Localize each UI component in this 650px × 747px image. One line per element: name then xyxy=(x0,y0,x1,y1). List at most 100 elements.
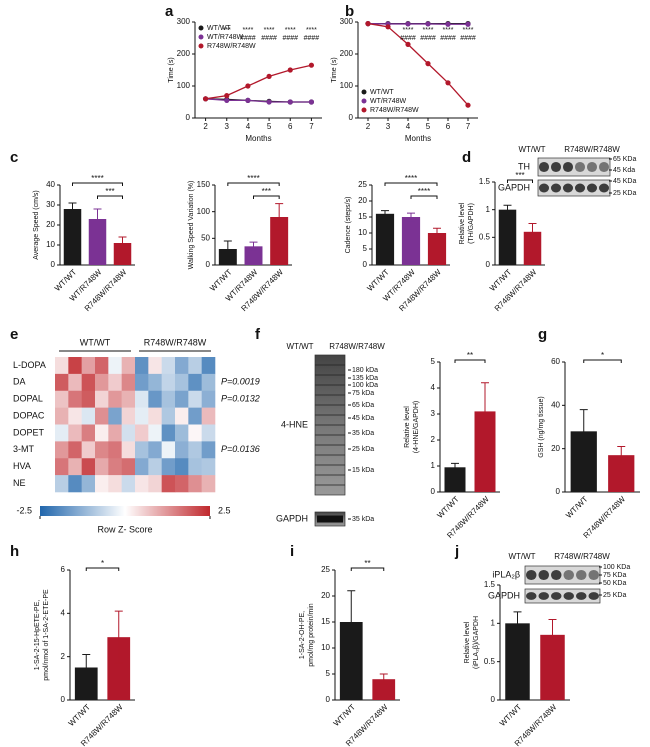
colorbar-tick-label: -2.5 xyxy=(16,505,32,515)
significance-bracket xyxy=(72,182,123,186)
data-point xyxy=(425,61,431,67)
x-tick-label: 6 xyxy=(446,122,451,131)
data-point xyxy=(287,67,293,73)
data-point xyxy=(465,21,471,27)
heatmap-cell xyxy=(68,390,82,408)
blot-band xyxy=(526,592,537,600)
significance-label: #### xyxy=(304,35,320,42)
significance-bracket xyxy=(253,195,280,199)
heatmap-cell xyxy=(161,407,176,425)
blot-band xyxy=(598,183,610,193)
blot-band xyxy=(586,161,598,173)
blot-row-label: 4-HNE xyxy=(281,419,308,429)
heatmap-cell xyxy=(148,407,162,425)
heatmap-cell xyxy=(81,357,96,375)
heatmap-cell xyxy=(68,373,82,392)
x-tick-label: 4 xyxy=(246,122,251,131)
blot-band xyxy=(563,569,574,581)
heatmap-cell xyxy=(135,373,149,392)
y-tick-label: 5 xyxy=(326,669,331,678)
marker-label: 45 KDa xyxy=(613,178,636,185)
y-tick-label: 100 xyxy=(197,207,211,216)
x-tick-label: WT/WT xyxy=(332,702,358,728)
panel-letter: g xyxy=(538,326,547,343)
heatmap-cell xyxy=(95,441,109,459)
bar xyxy=(401,217,421,265)
heatmap-cell xyxy=(68,441,82,459)
marker-label: 65 KDa xyxy=(613,156,636,163)
y-tick-label: 0 xyxy=(556,487,561,496)
y-tick-label: 25 xyxy=(358,180,367,189)
bar xyxy=(63,209,82,265)
heatmap-cell xyxy=(175,373,189,392)
heatmap-cell xyxy=(108,390,122,408)
data-point xyxy=(266,73,272,79)
heatmap-cell xyxy=(201,407,216,425)
panel-letter: b xyxy=(345,3,354,20)
blot-band xyxy=(588,592,599,600)
y-tick-label: 0.5 xyxy=(484,657,496,666)
marker-label: 100 kDa xyxy=(352,382,378,389)
marker-label: 25 KDa xyxy=(613,190,636,197)
significance-label: * xyxy=(601,351,604,360)
heatmap-cell xyxy=(121,424,136,442)
heatmap-cell xyxy=(161,390,176,408)
heatmap-cell xyxy=(201,390,216,408)
significance-label: #### xyxy=(420,35,436,42)
legend-label: WT/WT xyxy=(370,89,394,96)
heatmap-cell xyxy=(201,357,216,375)
series-line xyxy=(205,64,312,100)
row-label: DA xyxy=(13,377,26,387)
panel-letter: d xyxy=(462,149,471,166)
bar xyxy=(427,233,447,265)
significance-label: **** xyxy=(403,27,414,34)
heatmap-cell xyxy=(161,357,176,375)
significance-label: **** xyxy=(242,27,253,34)
x-tick-label: 5 xyxy=(426,122,431,131)
marker-label: 35 kDa xyxy=(352,430,374,437)
error-bar xyxy=(528,223,537,241)
panel-letter: c xyxy=(10,149,18,166)
x-tick-label: WT/WT xyxy=(435,494,461,520)
y-axis-label: Relative level xyxy=(404,406,411,448)
heatmap-cell xyxy=(68,458,82,476)
significance-label: #### xyxy=(282,35,298,42)
heatmap-cell xyxy=(55,424,69,442)
blot-band xyxy=(538,183,550,193)
y-tick-label: 100 xyxy=(177,81,191,90)
colorbar xyxy=(40,506,210,516)
heatmap-cell xyxy=(161,424,176,442)
error-bar xyxy=(503,204,512,215)
error-bar xyxy=(433,227,441,239)
heatmap-cell xyxy=(55,390,69,408)
marker-label: 45 kDa xyxy=(352,415,374,422)
significance-label: #### xyxy=(261,35,277,42)
data-point xyxy=(308,62,315,68)
y-tick-label: 150 xyxy=(197,180,211,189)
significance-label: **** xyxy=(247,174,259,183)
heatmap-cell xyxy=(135,424,149,442)
y-axis-label: GSH (ng/mg tissue) xyxy=(538,396,545,457)
heatmap-cell xyxy=(175,357,189,375)
error-bar xyxy=(82,654,91,681)
panel-letter: a xyxy=(165,3,174,20)
y-axis-label: 1-SA-2-OH-PE, xyxy=(299,611,306,659)
legend-label: WT/R748W xyxy=(370,98,407,105)
y-axis-label: Time (s) xyxy=(168,57,175,82)
heatmap-cell xyxy=(121,407,136,425)
data-point xyxy=(308,99,315,105)
blot-band xyxy=(574,161,586,173)
significance-label: **** xyxy=(443,27,454,34)
error-bar xyxy=(481,382,489,441)
heatmap-cell xyxy=(188,458,202,476)
blot-header: WT/WT xyxy=(508,552,535,561)
blot-band xyxy=(317,515,343,523)
heatmap-cell xyxy=(55,458,69,476)
blot-band xyxy=(550,183,562,193)
error-bar xyxy=(114,610,123,664)
legend-marker xyxy=(361,98,367,104)
bar xyxy=(88,219,107,265)
bar xyxy=(372,679,396,700)
legend-label: R748W/R748W xyxy=(207,43,256,50)
heatmap-cell xyxy=(188,390,202,408)
